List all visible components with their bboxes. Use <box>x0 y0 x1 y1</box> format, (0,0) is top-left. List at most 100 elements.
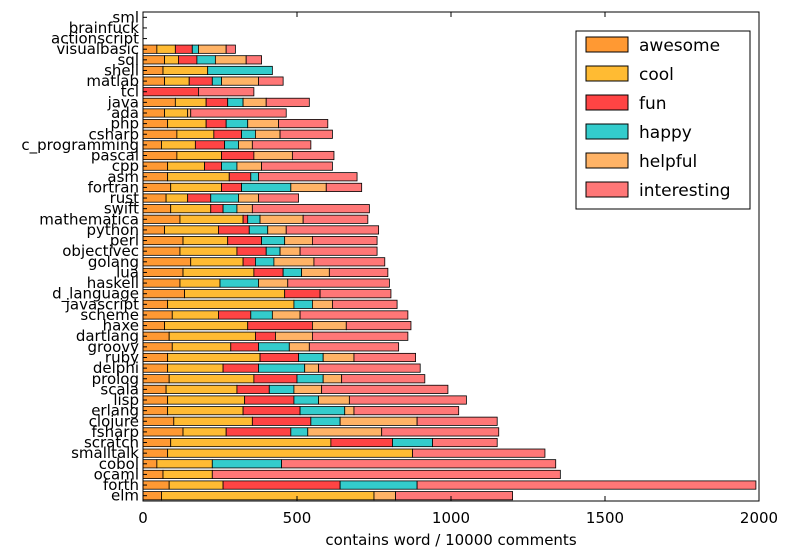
bar-cpp-fun <box>204 161 222 171</box>
bar-sql-fun <box>178 55 198 65</box>
bar-clojure-cool <box>173 416 253 426</box>
y-tick-label-fortran: fortran <box>88 178 139 196</box>
bar-mathematica-awesome <box>142 214 181 224</box>
bar-clojure-helpful <box>339 416 418 426</box>
bar-ruby-helpful <box>322 352 355 363</box>
bar-mathematica-interesting <box>302 214 369 224</box>
y-tick-label-mathematica: mathematica <box>39 210 139 228</box>
y-tick-label-visualbasic: visualbasic <box>56 40 139 58</box>
bar-elm-cool <box>161 491 375 501</box>
bar-perl-cool <box>182 236 229 246</box>
bar-prolog-helpful <box>322 374 343 384</box>
bar-prolog-fun <box>253 374 298 384</box>
bar-forth-fun <box>222 480 341 490</box>
bar-python-helpful <box>267 225 287 235</box>
bar-smalltalk-cool <box>167 448 413 458</box>
bar-scheme-awesome <box>142 310 173 320</box>
y-tick-label-sml: sml <box>112 8 139 26</box>
bar-c_programming-interesting <box>251 140 312 150</box>
bar-dartlang-interesting <box>311 331 409 341</box>
bar-scala-fun <box>236 384 270 394</box>
bar-pascal-interesting <box>291 150 335 161</box>
x-tick-label-1500: 1500 <box>586 509 624 527</box>
bar-elm-interesting <box>395 491 513 501</box>
y-tick-label-csharp: csharp <box>89 125 139 143</box>
bar-visualbasic-helpful <box>198 44 227 54</box>
legend-box <box>575 30 751 210</box>
bar-objectivec-fun <box>236 246 267 256</box>
legend-label-awesome: awesome <box>639 36 720 56</box>
bar-java-helpful <box>242 97 267 107</box>
bar-groovy-helpful <box>288 342 310 352</box>
y-tick-label-cpp: cpp <box>112 157 139 175</box>
bar-objectivec-interesting <box>299 246 378 256</box>
bar-csharp-helpful <box>255 129 281 139</box>
bar-sql-helpful <box>214 55 247 65</box>
bar-python-cool <box>164 225 219 235</box>
bar-golang-happy <box>255 257 275 267</box>
y-tick-label-swift: swift <box>104 200 139 218</box>
y-tick-label-golang: golang <box>88 253 139 271</box>
y-tick-label-elm: elm <box>111 487 139 505</box>
y-tick-label-asm: asm <box>107 168 139 186</box>
bar-erlang-cool <box>167 406 244 416</box>
bar-asm-fun <box>228 172 252 182</box>
bar-java-interesting <box>265 97 310 107</box>
bar-fsharp-happy <box>290 427 309 437</box>
bar-haskell-happy <box>219 278 259 288</box>
bar-javascript-interesting <box>332 299 398 309</box>
bar-cobol-cool <box>156 459 213 469</box>
bar-groovy-happy <box>258 342 290 352</box>
x-tick-label-500: 500 <box>283 509 312 527</box>
bar-objectivec-helpful <box>279 246 301 256</box>
bar-visualbasic-happy <box>191 44 199 54</box>
bar-haxe-cool <box>164 321 249 331</box>
bar-lua-helpful <box>301 267 330 277</box>
bar-php-helpful <box>247 119 279 129</box>
bar-java-happy <box>227 97 244 107</box>
bar-rust-fun <box>187 193 212 203</box>
bar-c_programming-fun <box>194 140 226 150</box>
x-tick-label-0: 0 <box>138 509 148 527</box>
bar-elm-helpful <box>373 491 396 501</box>
bar-prolog-cool <box>168 374 255 384</box>
bar-swift-interesting <box>251 204 370 214</box>
bar-tcl-fun <box>142 87 199 97</box>
bar-groovy-awesome <box>142 342 173 352</box>
x-axis: 0 500 1000 1500 2000 <box>138 12 778 527</box>
bar-d_language-cool <box>184 289 286 299</box>
legend-label-helpful: helpful <box>639 152 697 172</box>
y-tick-label-d_language: d_language <box>52 285 139 304</box>
bar-python-happy <box>248 225 269 235</box>
bar-fortran-awesome <box>142 182 172 192</box>
y-tick-label-scratch: scratch <box>84 434 139 452</box>
bar-shell-cool <box>162 65 209 76</box>
y-tick-label-rust: rust <box>110 189 139 207</box>
bar-csharp-fun <box>213 129 242 139</box>
y-tick-label-objectivec: objectivec <box>62 242 139 260</box>
bar-haskell-cool <box>179 278 221 288</box>
bar-ocaml-cool <box>162 469 213 479</box>
bar-objectivec-happy <box>265 246 281 256</box>
x-tick-label-1000: 1000 <box>432 509 470 527</box>
bar-fsharp-awesome <box>142 427 184 437</box>
bar-scala-cool <box>165 384 238 394</box>
bar-delphi-interesting <box>318 363 421 373</box>
bar-java-fun <box>205 97 229 107</box>
bar-clojure-fun <box>251 416 312 426</box>
y-tick-label-clojure: clojure <box>89 412 139 430</box>
bar-matlab-happy <box>211 76 222 86</box>
y-tick-label-php: php <box>110 115 139 133</box>
bar-haskell-helpful <box>258 278 289 288</box>
y-tick-label-actionscript: actionscript <box>51 30 139 48</box>
y-tick-label-forth: forth <box>103 476 139 494</box>
y-axis: smlbrainfuckactionscriptvisualbasicsqlsh… <box>21 8 147 505</box>
legend-label-happy: happy <box>639 123 692 143</box>
y-tick-label-perl: perl <box>110 232 139 250</box>
bar-objectivec-cool <box>179 246 238 256</box>
bar-delphi-fun <box>222 363 259 373</box>
bar-javascript-helpful <box>311 299 333 309</box>
bar-java-awesome <box>142 97 176 107</box>
bar-perl-awesome <box>142 236 184 246</box>
bar-d_language-fun <box>284 289 321 299</box>
